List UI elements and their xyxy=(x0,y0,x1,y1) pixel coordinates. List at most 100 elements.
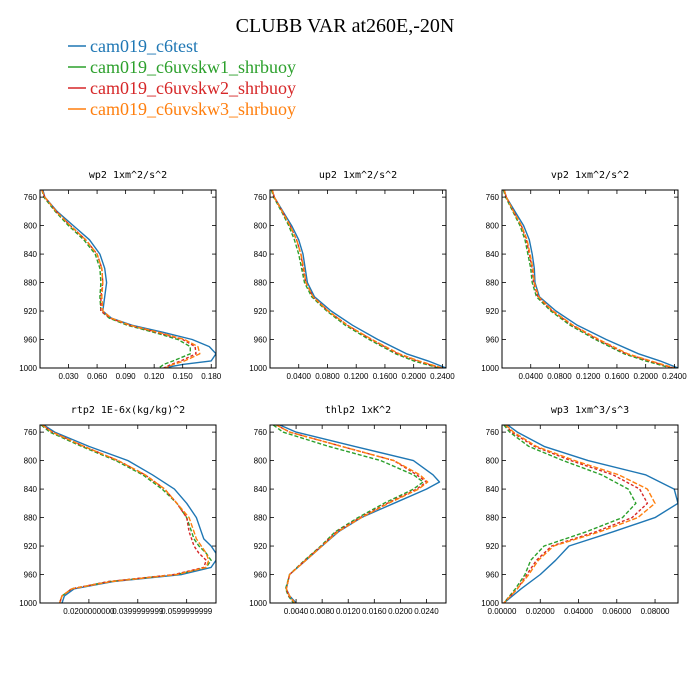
plot-frame xyxy=(39,189,217,369)
x-tick-label: 0.1600 xyxy=(373,372,398,381)
x-tick-label: 0.04000 xyxy=(564,607,593,616)
y-tick-label: 920 xyxy=(254,542,268,551)
legend-entry: cam019_c6uvskw1_shrbuoy xyxy=(68,57,296,77)
x-tick-label: 0.0800 xyxy=(315,372,340,381)
y-tick-label: 880 xyxy=(24,279,38,288)
series-line xyxy=(502,190,671,368)
y-tick-label: 1000 xyxy=(19,364,37,373)
series-line xyxy=(41,425,210,603)
series-line xyxy=(43,425,216,603)
y-tick-label: 960 xyxy=(24,336,38,345)
y-tick-label: 1000 xyxy=(481,364,499,373)
y-tick-label: 920 xyxy=(24,307,38,316)
y-tick-label: 760 xyxy=(254,193,268,202)
series-line xyxy=(276,425,429,603)
series-line xyxy=(41,190,191,368)
panel-title: up2 1xm^2/s^2 xyxy=(319,170,397,181)
panel: wp3 1xm^3/s^3 760 800 840 880 920 960 10000.000… xyxy=(481,405,679,616)
plot-frame xyxy=(269,189,447,369)
y-tick-label: 760 xyxy=(24,193,38,202)
y-tick-label: 960 xyxy=(486,571,500,580)
plot-frame xyxy=(269,424,447,604)
x-tick-label: 0.090 xyxy=(116,372,137,381)
panel: rtp2 1E-6x(kg/kg)^2 760 800 840 880 920 960 100… xyxy=(19,405,217,616)
series-line xyxy=(41,425,207,603)
y-tick-label: 880 xyxy=(24,514,38,523)
x-tick-label: 0.150 xyxy=(173,372,194,381)
y-tick-label: 920 xyxy=(486,542,500,551)
legend-entry: cam019_c6uvskw2_shrbuoy xyxy=(68,78,296,98)
y-tick-label: 920 xyxy=(254,307,268,316)
x-tick-label: 0.180 xyxy=(201,372,222,381)
x-tick-label: 0.2000 xyxy=(401,372,426,381)
x-tick-label: 0.030 xyxy=(59,372,80,381)
y-tick-label: 800 xyxy=(486,457,500,466)
x-tick-label: 0.1200 xyxy=(344,372,369,381)
y-tick-label: 760 xyxy=(254,428,268,437)
series-line xyxy=(503,190,675,368)
series-line xyxy=(271,190,443,368)
series-line xyxy=(503,425,637,603)
y-tick-label: 840 xyxy=(254,485,268,494)
y-tick-label: 840 xyxy=(24,485,38,494)
series-line xyxy=(503,425,649,603)
series-line xyxy=(503,425,656,603)
y-tick-label: 880 xyxy=(486,514,500,523)
y-tick-label: 960 xyxy=(254,571,268,580)
series-line xyxy=(41,190,197,368)
legend-label: cam019_c6test xyxy=(90,36,198,56)
legend-label: cam019_c6uvskw2_shrbuoy xyxy=(90,78,296,98)
x-tick-label: 0.2000 xyxy=(633,372,658,381)
x-tick-label: 0.120 xyxy=(144,372,165,381)
x-tick-label: 0.0200000000 xyxy=(63,607,115,616)
series-line xyxy=(276,425,428,603)
panel-title: thlp2 1xK^2 xyxy=(325,405,391,416)
panel-title: rtp2 1E-6x(kg/kg)^2 xyxy=(71,405,185,416)
x-tick-label: 0.060 xyxy=(87,372,108,381)
x-tick-label: 0.02000 xyxy=(526,607,555,616)
y-tick-label: 760 xyxy=(486,193,500,202)
x-tick-label: 0.1600 xyxy=(605,372,630,381)
y-tick-label: 960 xyxy=(24,571,38,580)
y-tick-label: 1000 xyxy=(19,599,37,608)
series-line xyxy=(271,190,442,368)
y-tick-label: 840 xyxy=(486,485,500,494)
x-tick-label: 0.0160 xyxy=(362,607,387,616)
panel: up2 1xm^2/s^2 760 800 840 880 920 960 1000 0.040… xyxy=(249,170,455,381)
series-line xyxy=(271,190,446,368)
x-tick-label: 0.06000 xyxy=(602,607,631,616)
x-tick-label: 0.1200 xyxy=(576,372,601,381)
x-tick-label: 0.0240 xyxy=(414,607,439,616)
series-line xyxy=(272,425,424,603)
x-tick-label: 0.0200 xyxy=(388,607,413,616)
y-tick-label: 800 xyxy=(254,222,268,231)
y-tick-label: 800 xyxy=(24,457,38,466)
plot-frame xyxy=(39,424,217,604)
y-tick-label: 760 xyxy=(486,428,500,437)
x-tick-label: 0.2400 xyxy=(430,372,455,381)
x-tick-label: 0.0120 xyxy=(336,607,361,616)
y-tick-label: 960 xyxy=(486,336,500,345)
x-tick-label: 0.0400 xyxy=(519,372,544,381)
y-tick-label: 800 xyxy=(486,222,500,231)
x-tick-label: 0.0040 xyxy=(284,607,309,616)
legend-entry: cam019_c6test xyxy=(68,36,198,56)
x-tick-label: 0.0400 xyxy=(287,372,312,381)
panel-title: wp3 1xm^3/s^3 xyxy=(551,405,629,416)
y-tick-label: 880 xyxy=(486,279,500,288)
panels: wp2 1xm^2/s^2 760 800 840 880 920 960 1000 0.030… xyxy=(19,170,687,616)
y-tick-label: 1000 xyxy=(249,599,267,608)
series-line xyxy=(42,190,216,368)
legend: cam019_c6testcam019_c6uvskw1_shrbuoycam0… xyxy=(68,36,296,119)
series-line xyxy=(503,425,678,603)
x-tick-label: 0.00000 xyxy=(488,607,517,616)
figure-title: CLUBB VAR at260E,-20N xyxy=(236,15,455,37)
x-tick-label: 0.0399999999 xyxy=(112,607,164,616)
plot-frame xyxy=(501,189,679,369)
x-tick-label: 0.0080 xyxy=(310,607,335,616)
panel: wp2 1xm^2/s^2 760 800 840 880 920 960 1000 0.030… xyxy=(19,170,222,381)
y-tick-label: 880 xyxy=(254,279,268,288)
series-line xyxy=(503,190,678,368)
